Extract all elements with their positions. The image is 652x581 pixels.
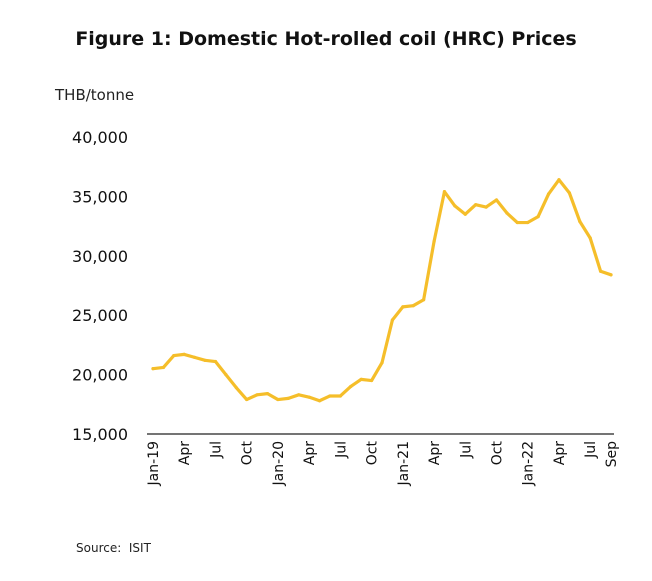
data-point — [338, 394, 342, 398]
x-tick-label: Jan-19 — [146, 441, 162, 486]
data-point — [255, 393, 259, 397]
data-point — [578, 219, 582, 223]
data-point — [307, 395, 311, 399]
data-point — [463, 212, 467, 216]
data-point — [557, 178, 561, 182]
data-point — [401, 305, 405, 309]
data-point — [297, 393, 301, 397]
data-point — [151, 367, 155, 371]
data-point — [182, 352, 186, 356]
data-point — [193, 355, 197, 359]
y-tick-label: 15,000 — [72, 425, 128, 444]
x-tick-label: Apr — [427, 441, 443, 465]
data-point — [380, 361, 384, 365]
data-point — [161, 365, 166, 370]
data-point — [317, 399, 322, 403]
y-tick-label: 25,000 — [72, 306, 128, 325]
x-tick-label: Oct — [490, 441, 506, 466]
data-point — [598, 269, 603, 273]
data-point — [213, 359, 218, 364]
data-point — [515, 220, 519, 225]
data-point — [536, 215, 540, 219]
y-axis-tick-labels: 15,000 20,000 25,000 30,000 35,000 40,000 — [72, 128, 128, 444]
data-point — [328, 394, 332, 398]
y-axis-unit-label: THB/tonne — [55, 86, 135, 104]
data-point — [411, 304, 415, 308]
x-tick-label: Apr — [177, 441, 193, 465]
x-tick-label: Jul — [208, 441, 224, 459]
data-point — [588, 236, 592, 240]
data-point — [609, 273, 613, 277]
y-tick-label: 40,000 — [72, 128, 128, 147]
data-point — [484, 205, 488, 209]
x-tick-label: Jul — [458, 441, 474, 459]
data-point — [349, 384, 353, 389]
x-tick-label: Oct — [365, 441, 381, 466]
data-point — [369, 378, 374, 383]
data-point — [526, 220, 530, 225]
data-point — [505, 211, 509, 215]
y-tick-label: 30,000 — [72, 247, 128, 266]
x-tick-label: Sep — [604, 441, 620, 468]
chart-title: Figure 1: Domestic Hot-rolled coil (HRC)… — [75, 28, 577, 50]
data-point — [276, 397, 280, 402]
x-tick-label: Jan-22 — [521, 441, 537, 486]
data-point — [203, 358, 207, 362]
source-note: Source: ISIT — [76, 541, 151, 555]
x-tick-label: Jan-20 — [271, 441, 287, 486]
x-axis-tick-labels: Jan-19 Apr Jul Oct Jan-20 Apr Jul Oct Jan-21 Apr J… — [146, 441, 620, 487]
x-tick-label: Jul — [583, 441, 599, 459]
data-point — [359, 377, 363, 381]
data-point — [234, 386, 238, 390]
data-point — [265, 392, 270, 396]
x-tick-label: Oct — [240, 441, 256, 466]
data-point — [494, 198, 499, 202]
data-point — [245, 397, 249, 402]
data-point — [224, 373, 228, 377]
data-point — [286, 396, 290, 400]
y-tick-label: 20,000 — [72, 366, 128, 385]
x-tick-label: Apr — [302, 441, 318, 465]
x-tick-label: Jul — [333, 441, 349, 459]
data-point — [172, 353, 176, 358]
data-point — [567, 191, 571, 195]
data-point — [546, 192, 551, 196]
x-tick-label: Apr — [552, 441, 568, 465]
y-tick-label: 35,000 — [72, 187, 128, 206]
data-point — [432, 239, 436, 244]
x-tick-label: Jan-21 — [396, 441, 412, 486]
data-point — [422, 298, 426, 302]
data-point — [442, 190, 447, 194]
series-layer — [151, 178, 613, 403]
data-point — [390, 318, 395, 322]
data-point — [453, 204, 457, 208]
data-point — [474, 203, 478, 207]
series-line — [151, 178, 613, 403]
